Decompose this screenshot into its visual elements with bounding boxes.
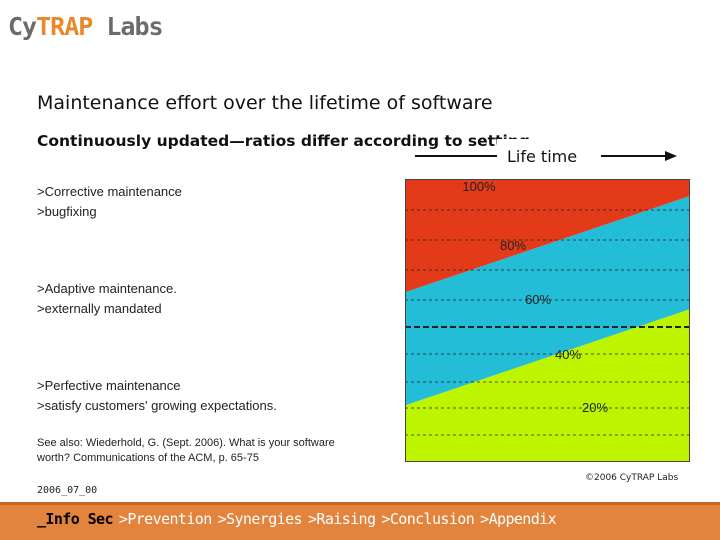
category-label: >Corrective maintenance [37,184,182,199]
nav-item-conclusion[interactable]: >Conclusion [381,510,475,528]
logo-part-labs: Labs [92,12,163,41]
y-tick-label: 100% [462,179,496,194]
logo-part-cy: Cy [8,12,37,41]
y-tick-label: 40% [555,347,581,362]
category-desc: >externally mandated [37,301,162,316]
page-subtitle: Continuously updated—ratios differ accor… [37,132,530,150]
nav-item-prevention[interactable]: >Prevention [118,510,212,528]
logo-part-trap: TRAP [36,12,93,41]
nav-item-synergies[interactable]: >Synergies [217,510,303,528]
page-title: Maintenance effort over the lifetime of … [37,92,493,114]
category-desc: >bugfixing [37,204,97,219]
category-label: >Adaptive maintenance. [37,281,177,296]
nav-item-appendix[interactable]: >Appendix [480,510,557,528]
chart-border [405,179,690,462]
lifetime-label: Life time [507,147,578,166]
lifetime-label-box [497,139,601,173]
category-corrective: >Corrective maintenance >bugfixing [37,182,182,222]
category-perfective: >Perfective maintenance >satisfy custome… [37,376,277,416]
category-desc: >satisfy customers' growing expectations… [37,398,277,413]
nav-item-raising[interactable]: >Raising [307,510,376,528]
nav-item-infosec[interactable]: _Info Sec [37,510,113,528]
y-tick-label: 20% [582,400,608,415]
reference-note: See also: Wiederhold, G. (Sept. 2006). W… [37,437,335,464]
area-perfective [405,309,690,462]
area-corrective [405,179,690,293]
copyright-note: ©2006 CyTRAP Labs [585,473,679,483]
date-stamp: 2006_07_00 [37,485,98,496]
footer-nav: _Info Sec >Prevention >Synergies >Raising >C… [37,510,562,528]
y-tick-label: 80% [500,238,526,253]
footer-nav-bar [0,502,720,540]
y-tick-label: 60% [525,292,551,307]
area-adaptive [405,195,690,406]
cytrap-logo: CyTRAP Labs [8,12,164,41]
category-label: >Perfective maintenance [37,378,181,393]
maintenance-area-chart: 100% 80% 60% 40% 20% [405,179,690,462]
category-adaptive: >Adaptive maintenance. >externally manda… [37,279,177,319]
